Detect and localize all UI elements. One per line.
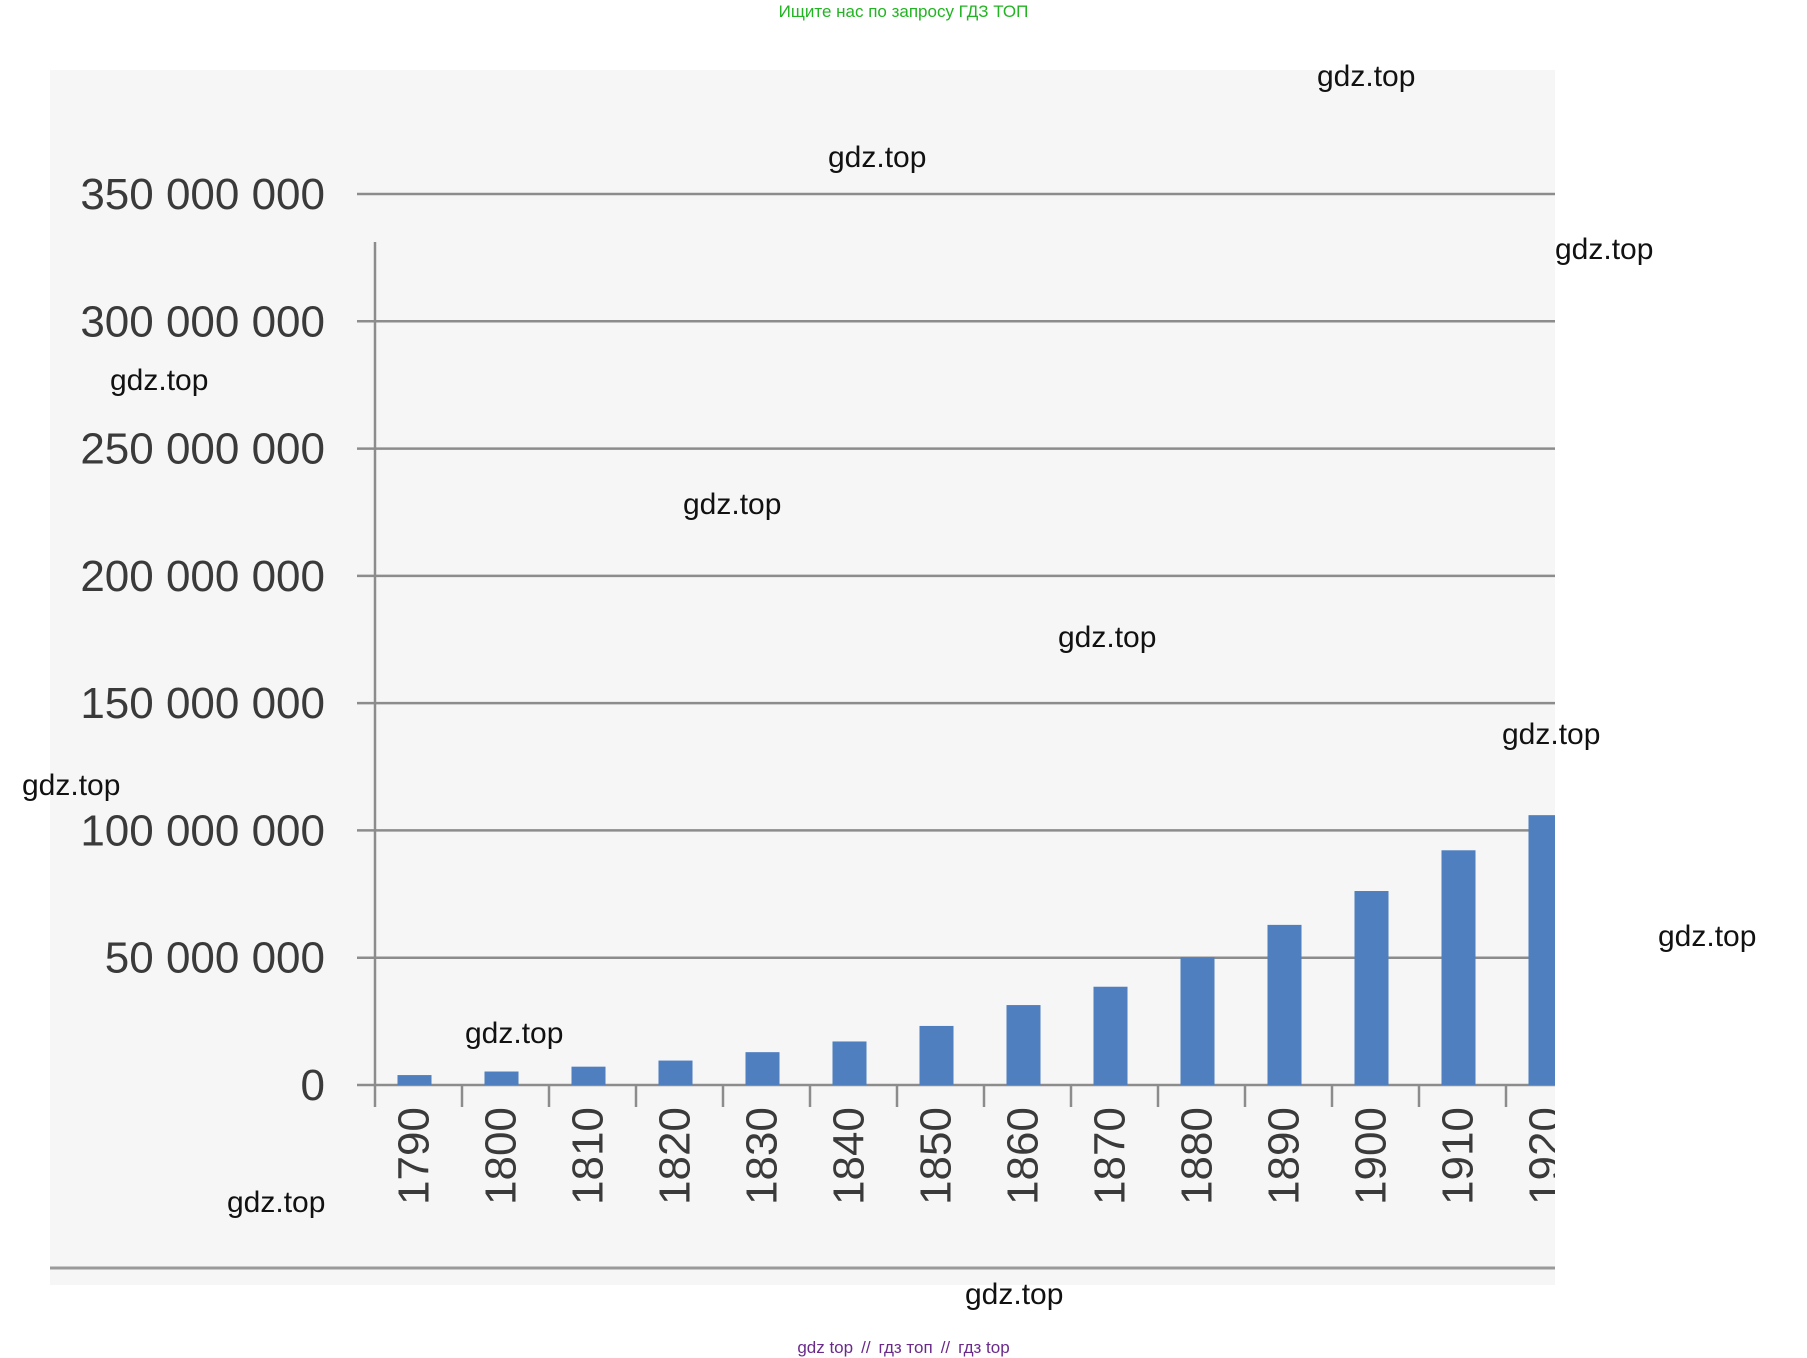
bar-1830 xyxy=(745,1052,780,1085)
y-tick-label: 350 000 000 xyxy=(80,170,325,219)
y-tick-label: 150 000 000 xyxy=(80,679,325,728)
x-tick-label: 1870 xyxy=(1086,1107,1135,1205)
x-tick-label: 1890 xyxy=(1260,1107,1309,1205)
bar-1840 xyxy=(832,1041,867,1085)
footer-separator: // xyxy=(940,1338,951,1357)
x-tick-label: 1830 xyxy=(738,1107,787,1205)
x-tick-label: 1850 xyxy=(912,1107,961,1205)
footer-link-1[interactable]: gdz top xyxy=(797,1338,854,1357)
watermark-text: gdz.top xyxy=(1502,718,1601,751)
footer-links: gdz top // гдз топ // гдз top xyxy=(0,1338,1807,1358)
bar-1800 xyxy=(484,1071,519,1085)
x-tick-label: 1800 xyxy=(477,1107,526,1205)
bar-1880 xyxy=(1180,957,1215,1085)
x-tick-label: 1790 xyxy=(390,1107,439,1205)
watermark-text: gdz.top xyxy=(683,488,782,521)
y-tick-label: 300 000 000 xyxy=(80,297,325,346)
footer-link-2[interactable]: гдз топ xyxy=(878,1338,933,1357)
x-tick-label: 1910 xyxy=(1434,1107,1483,1205)
watermark-text: gdz.top xyxy=(1317,60,1416,93)
x-tick-label: 1820 xyxy=(651,1107,700,1205)
bar-1850 xyxy=(919,1025,954,1085)
bar-1900 xyxy=(1354,891,1389,1085)
x-tick-label: 1880 xyxy=(1173,1107,1222,1205)
watermark-text: gdz.top xyxy=(1058,621,1157,654)
bar-chart: 0 50 000 000 100 000 000 150 000 000 200 000… xyxy=(50,170,1556,1270)
watermark-text: gdz.top xyxy=(1555,233,1654,266)
x-tick-label: 1840 xyxy=(825,1107,874,1205)
bar-1890 xyxy=(1267,924,1302,1085)
x-tick-label: 1810 xyxy=(564,1107,613,1205)
watermark-text: gdz.top xyxy=(465,1017,564,1050)
watermark-text: gdz.top xyxy=(22,769,121,802)
y-tick-label: 250 000 000 xyxy=(80,425,325,474)
bar-1790 xyxy=(397,1075,432,1085)
y-tick-label: 0 xyxy=(301,1061,325,1110)
watermark-text: gdz.top xyxy=(965,1278,1064,1311)
watermark-text: gdz.top xyxy=(227,1186,326,1219)
chart-panel: 0 50 000 000 100 000 000 150 000 000 200 000… xyxy=(50,70,1555,1285)
y-tick-label: 200 000 000 xyxy=(80,552,325,601)
watermark-text: gdz.top xyxy=(1658,920,1757,953)
promo-header-text: Ищите нас по запросу ГДЗ ТОП xyxy=(778,2,1029,21)
bar-1870 xyxy=(1093,986,1128,1085)
bar-1860 xyxy=(1006,1005,1041,1085)
bar-1910 xyxy=(1441,850,1476,1085)
watermark-text: gdz.top xyxy=(110,364,209,397)
bar-1820 xyxy=(658,1060,693,1085)
y-tick-label: 100 000 000 xyxy=(80,806,325,855)
y-tick-label: 50 000 000 xyxy=(105,934,325,983)
bar-1920 xyxy=(1528,815,1555,1085)
x-tick-label: 1900 xyxy=(1347,1107,1396,1205)
footer-separator: // xyxy=(861,1338,871,1357)
footer-link-3[interactable]: гдз top xyxy=(958,1338,1010,1357)
x-tick-label: 1920 xyxy=(1521,1107,1556,1205)
bar-1810 xyxy=(571,1066,606,1085)
watermark-text: gdz.top xyxy=(828,141,927,174)
x-tick-label: 1860 xyxy=(999,1107,1048,1205)
